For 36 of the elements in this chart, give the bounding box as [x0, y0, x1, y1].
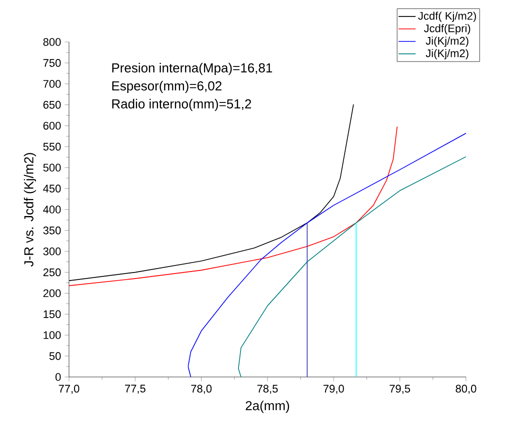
- line-series: [188, 132, 466, 377]
- y-tick-label: 400: [43, 206, 61, 214]
- x-tick-label: 78,0: [191, 384, 212, 394]
- y-tick-label: 300: [43, 247, 61, 256]
- y-tick-label: 550: [43, 142, 61, 151]
- legend-label: Ji(Kj/m2): [426, 36, 468, 47]
- y-tick-label: 500: [43, 164, 61, 172]
- x-tick-label: 79,5: [390, 384, 410, 394]
- annotation: Radio interno(mm)=51,2: [112, 98, 252, 112]
- y-tick-label: 50: [49, 352, 61, 360]
- y-tick-label: 650: [43, 100, 61, 109]
- y-tick-label: 600: [43, 122, 61, 130]
- y-tick-label: 700: [43, 80, 61, 88]
- y-axis-title: J-R vs. Jcdf (Kj/m2): [24, 152, 36, 267]
- y-tick-label: 450: [43, 184, 61, 192]
- y-tick-label: 100: [44, 331, 61, 340]
- y-tick-label: 800: [43, 38, 61, 46]
- legend-label: Ji(Kj/m2): [426, 49, 468, 60]
- y-tick-label: 0: [56, 373, 61, 381]
- annotation: Espesor(mm)=6,02: [112, 80, 222, 94]
- annotation: Presion interna(Mpa)=16,81: [112, 62, 272, 76]
- y-tick-label: 350: [43, 226, 61, 234]
- y-tick-label: 250: [43, 268, 61, 276]
- x-tick-label: 80,0: [456, 384, 476, 394]
- x-tick-label: 77,0: [58, 384, 80, 394]
- line-series: [69, 126, 398, 286]
- y-tick-label: 750: [43, 59, 61, 67]
- y-tick-label: 150: [44, 310, 61, 318]
- y-tick-label: 200: [43, 289, 61, 298]
- legend-label: Jcdf( Kj/m2): [418, 12, 476, 22]
- x-tick-label: 78,5: [257, 384, 278, 394]
- x-tick-label: 77,5: [125, 384, 146, 394]
- x-axis-title: 2a(mm): [246, 400, 290, 413]
- line-series: [238, 156, 466, 377]
- x-tick-label: 79,0: [324, 384, 344, 394]
- legend-label: Jcdf(Epri): [424, 24, 470, 34]
